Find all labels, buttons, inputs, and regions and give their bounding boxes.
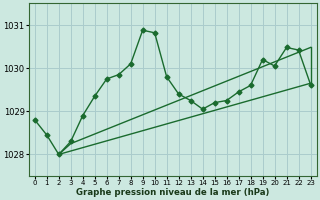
X-axis label: Graphe pression niveau de la mer (hPa): Graphe pression niveau de la mer (hPa) [76,188,269,197]
